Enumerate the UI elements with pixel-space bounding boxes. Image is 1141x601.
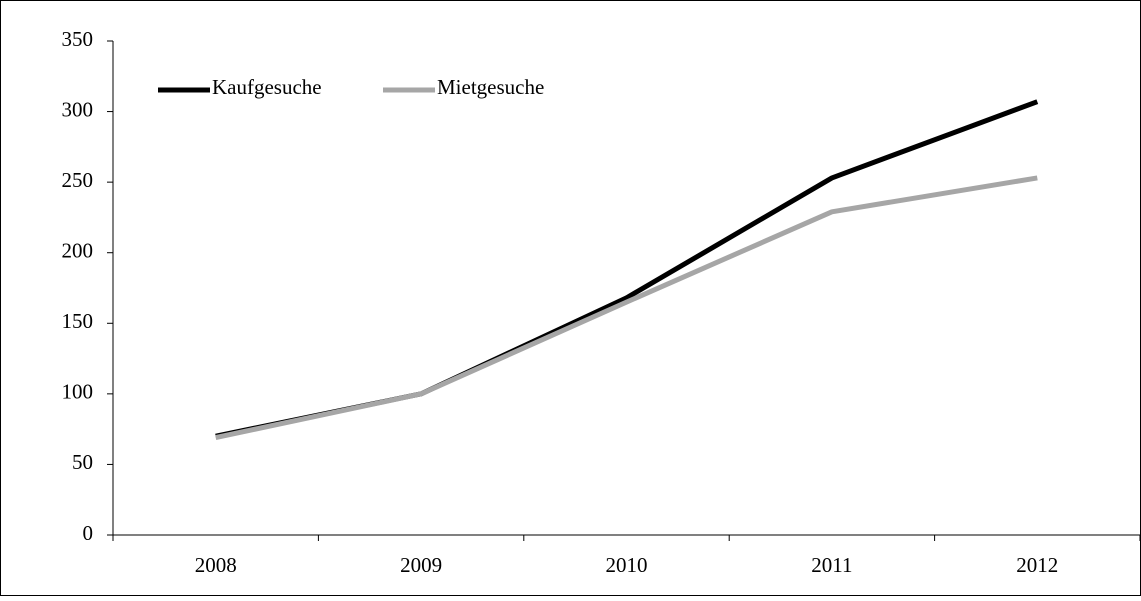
y-tick-label: 0 (83, 521, 94, 545)
y-tick-label: 150 (62, 309, 94, 333)
y-tick-label: 250 (62, 168, 94, 192)
y-tick-label: 300 (62, 97, 94, 121)
legend-label: Mietgesuche (437, 75, 544, 99)
y-tick-label: 50 (72, 450, 93, 474)
legend-label: Kaufgesuche (212, 75, 322, 99)
y-tick-label: 350 (62, 27, 94, 51)
x-tick-label: 2008 (195, 553, 237, 577)
y-tick-label: 100 (62, 380, 94, 404)
x-tick-label: 2012 (1016, 553, 1058, 577)
series-line (215, 175, 1038, 441)
x-tick-label: 2010 (606, 553, 648, 577)
y-tick-label: 200 (62, 239, 94, 263)
x-tick-label: 2009 (400, 553, 442, 577)
x-tick-label: 2011 (811, 553, 852, 577)
